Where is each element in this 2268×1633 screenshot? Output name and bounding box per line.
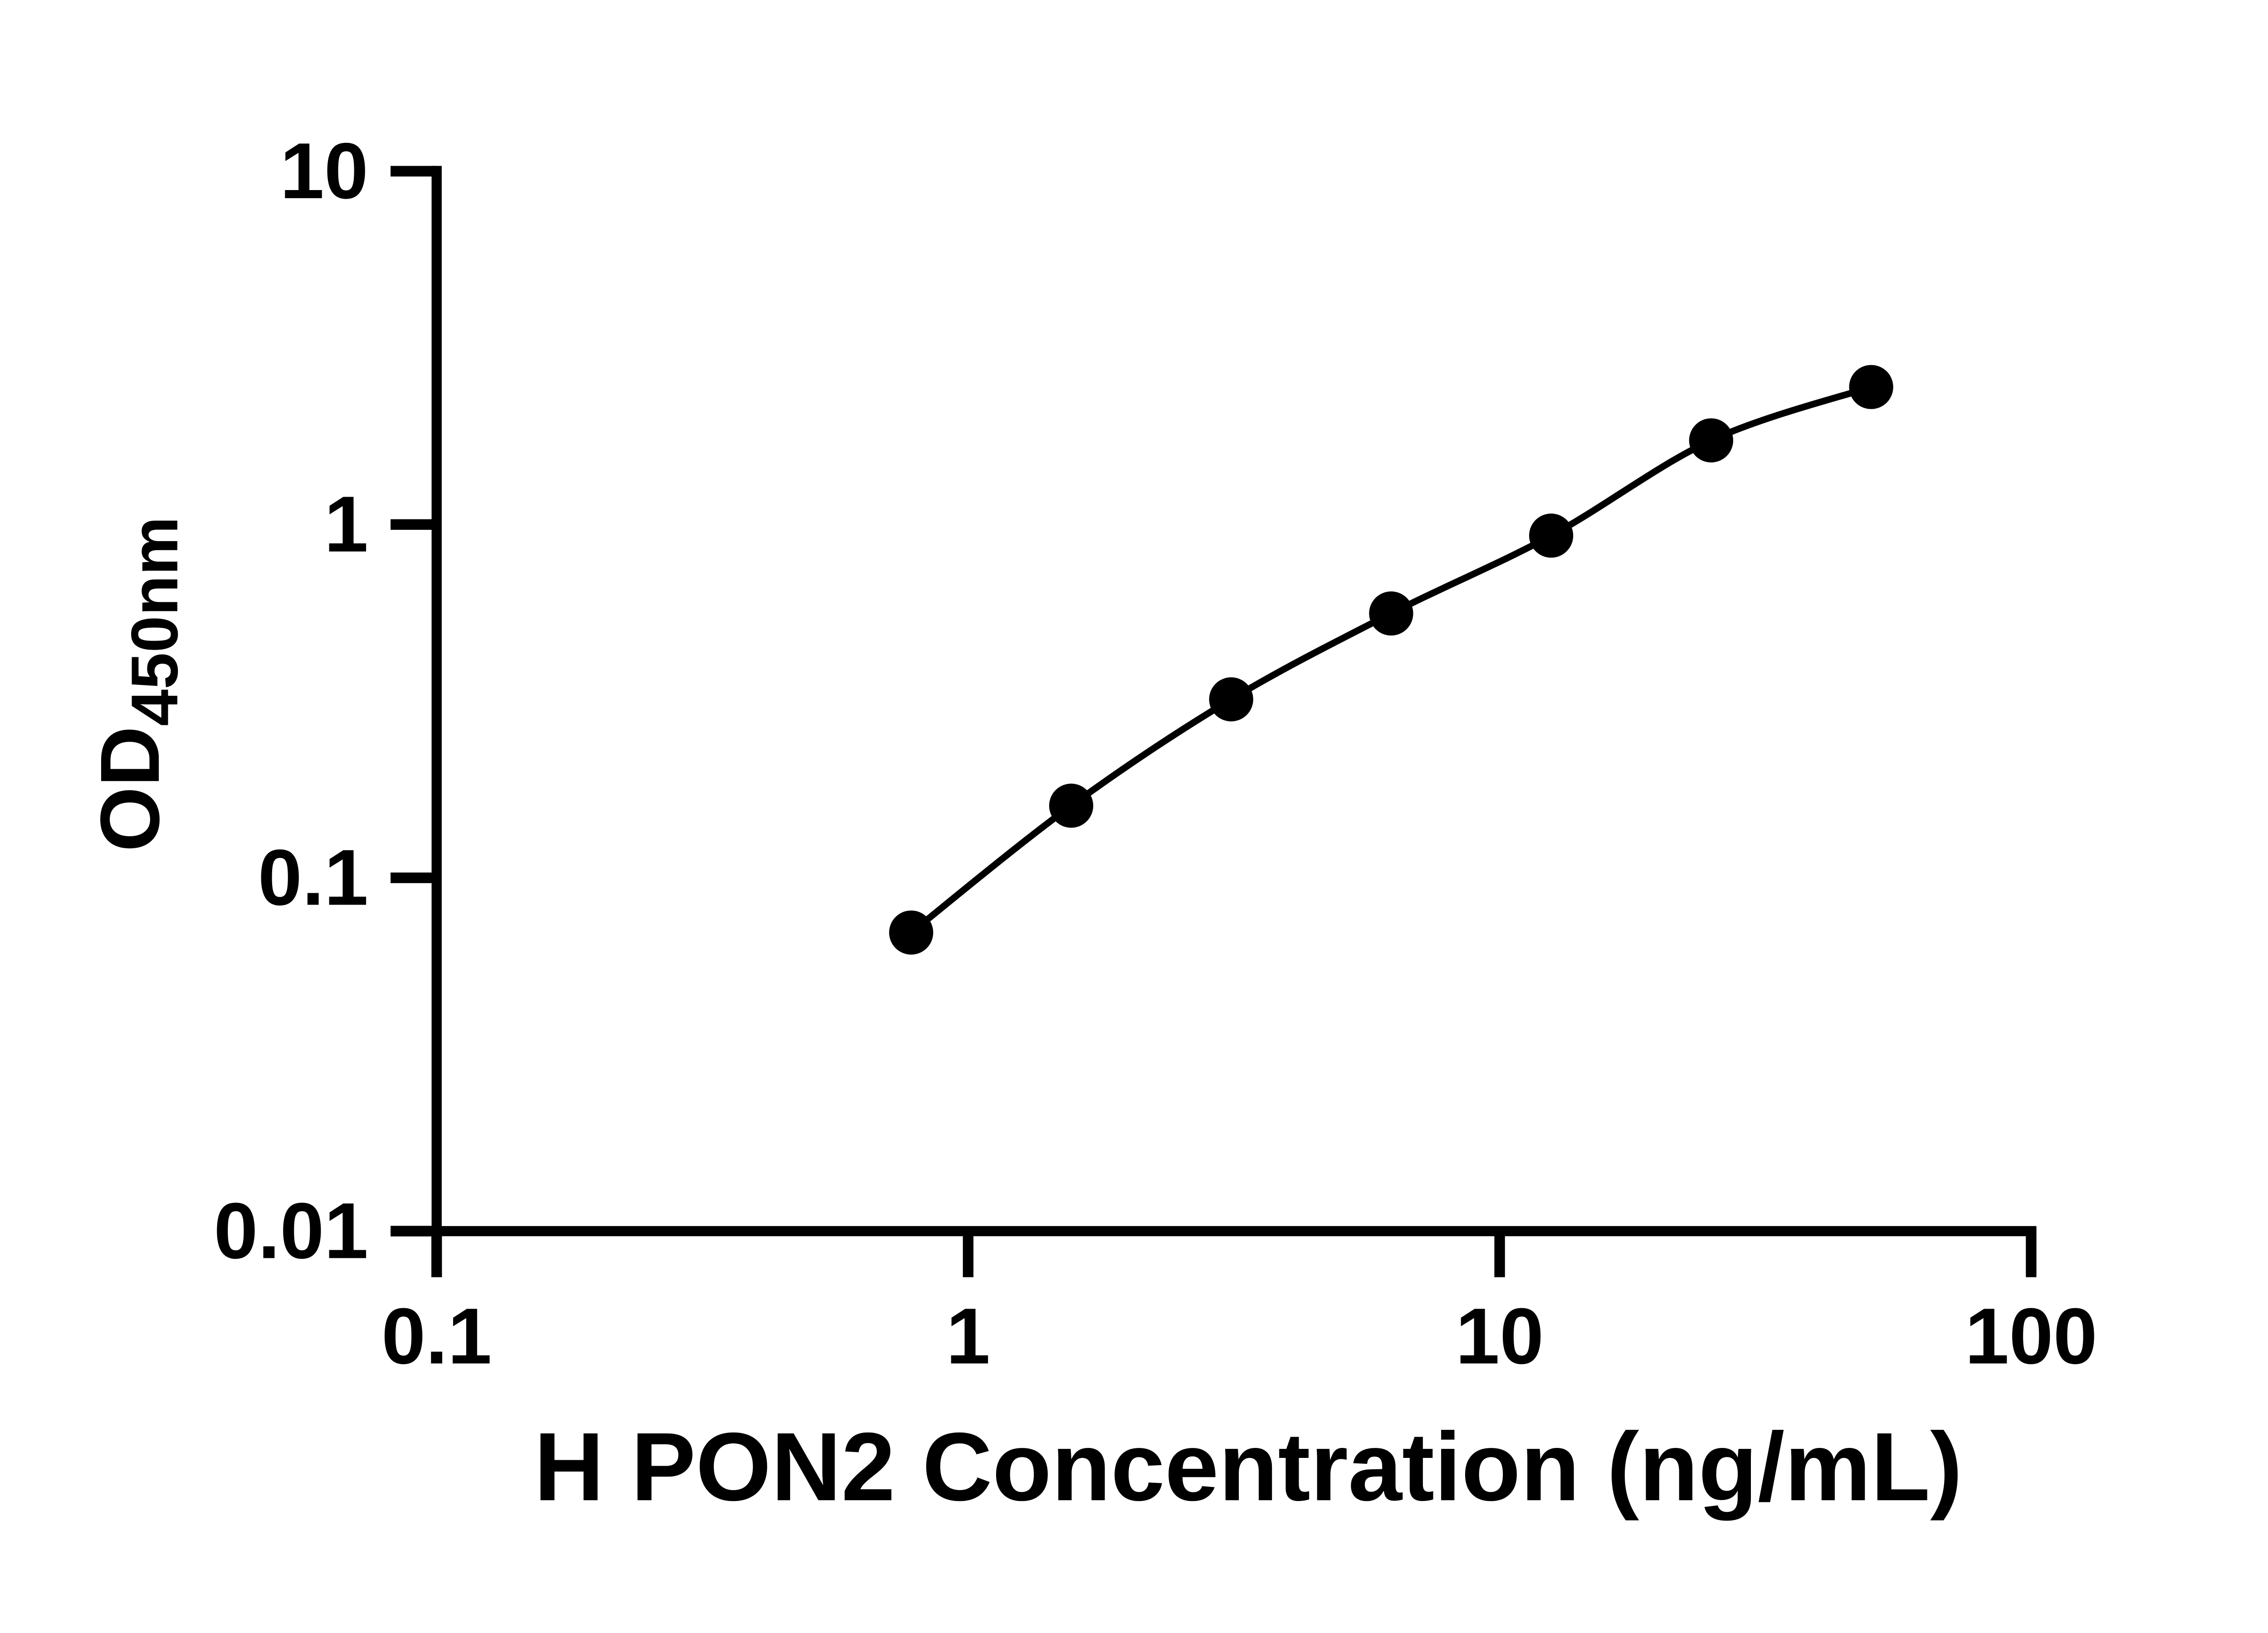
x-tick-label: 0.1 xyxy=(381,1292,492,1381)
data-point xyxy=(1529,513,1574,558)
y-axis-title-subscript: 450nm xyxy=(117,517,191,726)
data-point xyxy=(1689,418,1733,463)
x-tick-label: 100 xyxy=(1965,1292,2097,1381)
data-point xyxy=(1209,677,1253,722)
x-axis-title: H PON2 Concentration (ng/mL) xyxy=(534,1413,1962,1521)
x-tick-label: 10 xyxy=(1456,1292,1544,1381)
y-tick-label: 10 xyxy=(280,127,368,215)
curve-line xyxy=(908,383,1875,936)
y-tick-label: 1 xyxy=(324,480,368,569)
y-tick-label: 0.01 xyxy=(214,1187,368,1276)
y-axis-title: OD450nm xyxy=(83,517,191,852)
data-point xyxy=(1849,365,1893,409)
y-tick-label: 0.1 xyxy=(258,834,368,922)
data-point xyxy=(1049,783,1094,828)
x-tick-label: 1 xyxy=(946,1292,990,1381)
data-point xyxy=(889,910,934,955)
y-axis-title-main: OD xyxy=(83,726,177,852)
data-point xyxy=(1369,591,1413,636)
